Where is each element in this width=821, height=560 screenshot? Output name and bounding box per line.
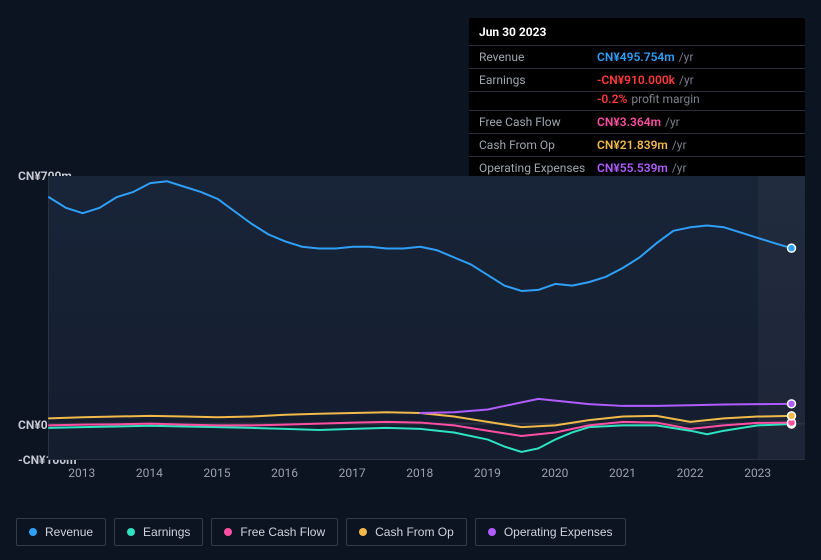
x-axis-label: 2016 bbox=[271, 466, 298, 480]
tooltip-row-suffix: /yr bbox=[679, 50, 694, 64]
tooltip-row-suffix: /yr bbox=[679, 73, 694, 87]
legend-dot-icon bbox=[359, 528, 367, 536]
x-axis-label: 2015 bbox=[203, 466, 230, 480]
tooltip-row-value: CN¥495.754m bbox=[597, 50, 675, 64]
legend-label: Operating Expenses bbox=[504, 525, 613, 539]
series-end-marker bbox=[788, 400, 796, 408]
tooltip-row: Free Cash FlowCN¥3.364m/yr bbox=[469, 111, 805, 134]
tooltip-row-value: CN¥21.839m bbox=[597, 138, 668, 152]
x-axis-label: 2020 bbox=[541, 466, 568, 480]
legend-dot-icon bbox=[224, 528, 232, 536]
tooltip-row-label: Free Cash Flow bbox=[479, 115, 597, 129]
data-tooltip: Jun 30 2023 RevenueCN¥495.754m/yrEarning… bbox=[469, 18, 805, 179]
x-axis-label: 2014 bbox=[136, 466, 163, 480]
chart-area: CN¥700mCN¥0-CN¥100m 20132014201520162017… bbox=[16, 160, 805, 500]
legend-label: Earnings bbox=[143, 525, 190, 539]
x-axis-label: 2018 bbox=[406, 466, 433, 480]
x-axis-label: 2017 bbox=[339, 466, 366, 480]
legend-label: Free Cash Flow bbox=[240, 525, 325, 539]
tooltip-subrow: -0.2% profit margin bbox=[469, 92, 805, 111]
legend-dot-icon bbox=[127, 528, 135, 536]
x-axis-label: 2021 bbox=[609, 466, 636, 480]
tooltip-row-label: Cash From Op bbox=[479, 138, 597, 152]
tooltip-row-label: Earnings bbox=[479, 73, 597, 87]
legend-label: Revenue bbox=[45, 525, 93, 539]
tooltip-row-value: -CN¥910.000k bbox=[597, 73, 675, 87]
legend-item[interactable]: Revenue bbox=[16, 518, 106, 546]
tooltip-row-suffix: /yr bbox=[665, 115, 680, 129]
chart-container: Jun 30 2023 RevenueCN¥495.754m/yrEarning… bbox=[0, 0, 821, 560]
plot-area[interactable] bbox=[48, 176, 805, 460]
legend-label: Cash From Op bbox=[375, 525, 454, 539]
x-axis-ticks: 2013 2014 2015 2016 2017 2018 2019 2020 2021 2022… bbox=[48, 466, 805, 482]
tooltip-row-value: CN¥3.364m bbox=[597, 115, 661, 129]
marker-svg bbox=[49, 176, 805, 459]
y-axis-label: CN¥0 bbox=[18, 418, 48, 432]
legend-item[interactable]: Earnings bbox=[114, 518, 203, 546]
legend-dot-icon bbox=[29, 528, 37, 536]
x-axis-label: 2019 bbox=[474, 466, 501, 480]
tooltip-row-suffix: /yr bbox=[672, 138, 687, 152]
legend-item[interactable]: Operating Expenses bbox=[475, 518, 626, 546]
legend: Revenue Earnings Free Cash Flow Cash From O… bbox=[16, 518, 626, 546]
series-end-marker bbox=[788, 244, 796, 252]
tooltip-date: Jun 30 2023 bbox=[469, 18, 805, 46]
legend-item[interactable]: Cash From Op bbox=[346, 518, 467, 546]
x-axis-label: 2013 bbox=[68, 466, 95, 480]
tooltip-row-label: Revenue bbox=[479, 50, 597, 64]
tooltip-subrow-suffix: profit margin bbox=[631, 92, 699, 106]
x-axis-label: 2022 bbox=[677, 466, 704, 480]
tooltip-row: Cash From OpCN¥21.839m/yr bbox=[469, 134, 805, 157]
tooltip-subrow-value: -0.2% bbox=[597, 92, 627, 106]
x-axis-label: 2023 bbox=[744, 466, 771, 480]
legend-item[interactable]: Free Cash Flow bbox=[211, 518, 338, 546]
tooltip-row: RevenueCN¥495.754m/yr bbox=[469, 46, 805, 69]
series-end-marker bbox=[788, 412, 796, 420]
legend-dot-icon bbox=[488, 528, 496, 536]
tooltip-row: Earnings-CN¥910.000k/yr bbox=[469, 69, 805, 92]
